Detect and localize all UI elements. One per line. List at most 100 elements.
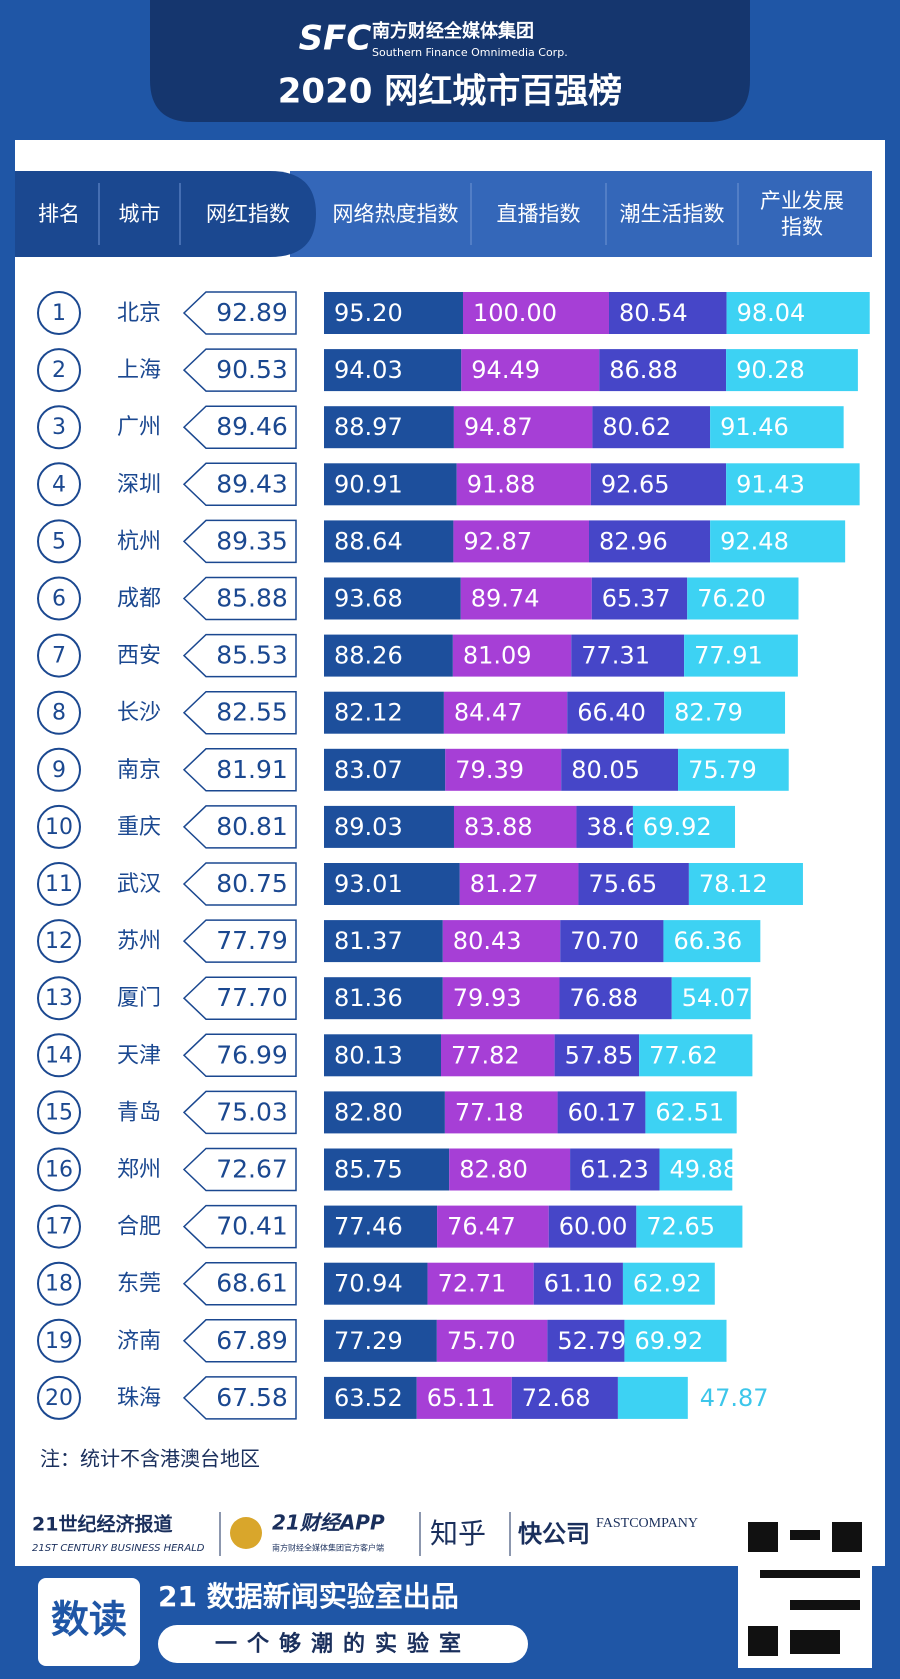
bar-segment	[576, 805, 633, 848]
score-box	[182, 976, 297, 1020]
title-tab	[150, 0, 750, 122]
bar-segment	[571, 634, 685, 677]
rank-circle	[37, 1375, 81, 1420]
bar-segment	[440, 1034, 555, 1077]
score-box	[182, 690, 297, 735]
bar-segment	[442, 977, 560, 1020]
group-name: 南方财经全媒体集团	[372, 20, 534, 42]
bar-segment	[324, 292, 463, 334]
score: 80.75	[216, 869, 288, 898]
city: 郑州	[117, 1158, 161, 1183]
bar-segment	[324, 577, 461, 620]
rank: 16	[45, 1158, 73, 1183]
score-box	[182, 748, 297, 792]
score: 89.43	[216, 469, 288, 498]
rank-circle	[37, 919, 81, 964]
bar-segment	[561, 748, 679, 791]
bar-segment	[453, 406, 593, 449]
value-label: 100.00	[473, 299, 557, 327]
score-box	[182, 1376, 297, 1420]
score-box	[182, 633, 297, 678]
score-box	[182, 576, 297, 621]
score-box	[182, 405, 297, 449]
rank-circle	[37, 862, 81, 906]
rank-circle	[37, 633, 81, 678]
value-label: 84.47	[454, 699, 523, 727]
value-label: 98.04	[737, 299, 806, 327]
rank-circle	[37, 747, 81, 792]
rank: 10	[45, 815, 73, 840]
score-box	[182, 462, 297, 507]
city: 南京	[117, 758, 161, 783]
value-label: 80.05	[571, 756, 640, 784]
rank-circle	[37, 1033, 81, 1078]
col-header: 潮生活指数	[619, 202, 725, 226]
bar-segment	[445, 748, 562, 791]
rank-circle	[37, 576, 81, 621]
slogan: 一个够潮的实验室	[215, 1631, 471, 1657]
value-label: 63.52	[334, 1384, 403, 1412]
bar-segment	[456, 463, 591, 506]
value-label: 49.88	[669, 1156, 738, 1184]
score: 85.53	[216, 641, 288, 670]
bar-segment	[324, 1148, 450, 1191]
bar-segment	[436, 1319, 548, 1362]
value-label: 76.47	[447, 1213, 516, 1241]
value-label: 82.96	[599, 527, 668, 555]
value-label: 61.23	[580, 1156, 649, 1184]
bar-segment	[710, 520, 846, 563]
bar-segment	[671, 977, 751, 1020]
score: 80.81	[216, 812, 288, 841]
app-sub: 南方财经全媒体集团官方客户端	[272, 1543, 384, 1553]
rank: 6	[52, 587, 66, 612]
bar-segment	[548, 1205, 637, 1248]
rank: 12	[45, 929, 73, 954]
bar-segment	[554, 1034, 640, 1077]
rank: 17	[45, 1215, 73, 1240]
qr-finder	[832, 1522, 862, 1552]
bar-segment	[324, 634, 453, 677]
rank: 3	[52, 415, 66, 440]
city: 青岛	[117, 1100, 161, 1125]
group-name-en: Southern Finance Omnimedia Corp.	[372, 46, 568, 59]
logo: SFC	[299, 19, 372, 59]
title: 2020 网红城市百强榜	[278, 72, 622, 112]
header-dividers	[98, 183, 739, 245]
rank: 9	[52, 758, 66, 783]
bar-segment	[684, 634, 798, 677]
badge: 数读	[51, 1598, 127, 1642]
qr-finder	[748, 1626, 778, 1656]
value-label: 89.03	[334, 813, 403, 841]
bar-segment	[678, 748, 789, 791]
score: 92.89	[216, 298, 288, 327]
bar-segment	[590, 463, 727, 506]
rank: 13	[45, 986, 73, 1011]
value-label: 81.27	[470, 870, 539, 898]
city: 武汉	[117, 872, 161, 897]
bar-segment	[659, 1148, 733, 1191]
city: 长沙	[117, 701, 161, 726]
rank: 11	[45, 872, 73, 897]
score-box	[182, 862, 297, 906]
value-label: 86.88	[609, 356, 678, 384]
bar-segment	[578, 863, 689, 905]
bar-segment	[324, 406, 454, 449]
bar-segment	[324, 1034, 441, 1077]
score-box	[182, 348, 297, 392]
city: 西安	[117, 644, 161, 669]
value-label: 47.87	[700, 1384, 769, 1412]
value-label: 85.75	[334, 1156, 403, 1184]
rank: 5	[52, 529, 66, 554]
bar-segment	[324, 920, 443, 963]
bar-segment	[461, 349, 600, 392]
col-header: 网络热度指数	[332, 202, 459, 226]
score-box	[182, 1261, 297, 1306]
rank: 2	[52, 358, 66, 383]
bar-segment	[726, 463, 860, 506]
bar-segment	[324, 863, 460, 905]
city: 深圳	[117, 472, 161, 497]
bar-segment	[449, 1148, 571, 1191]
bar-segment	[636, 1205, 743, 1248]
city: 天津	[117, 1043, 161, 1068]
